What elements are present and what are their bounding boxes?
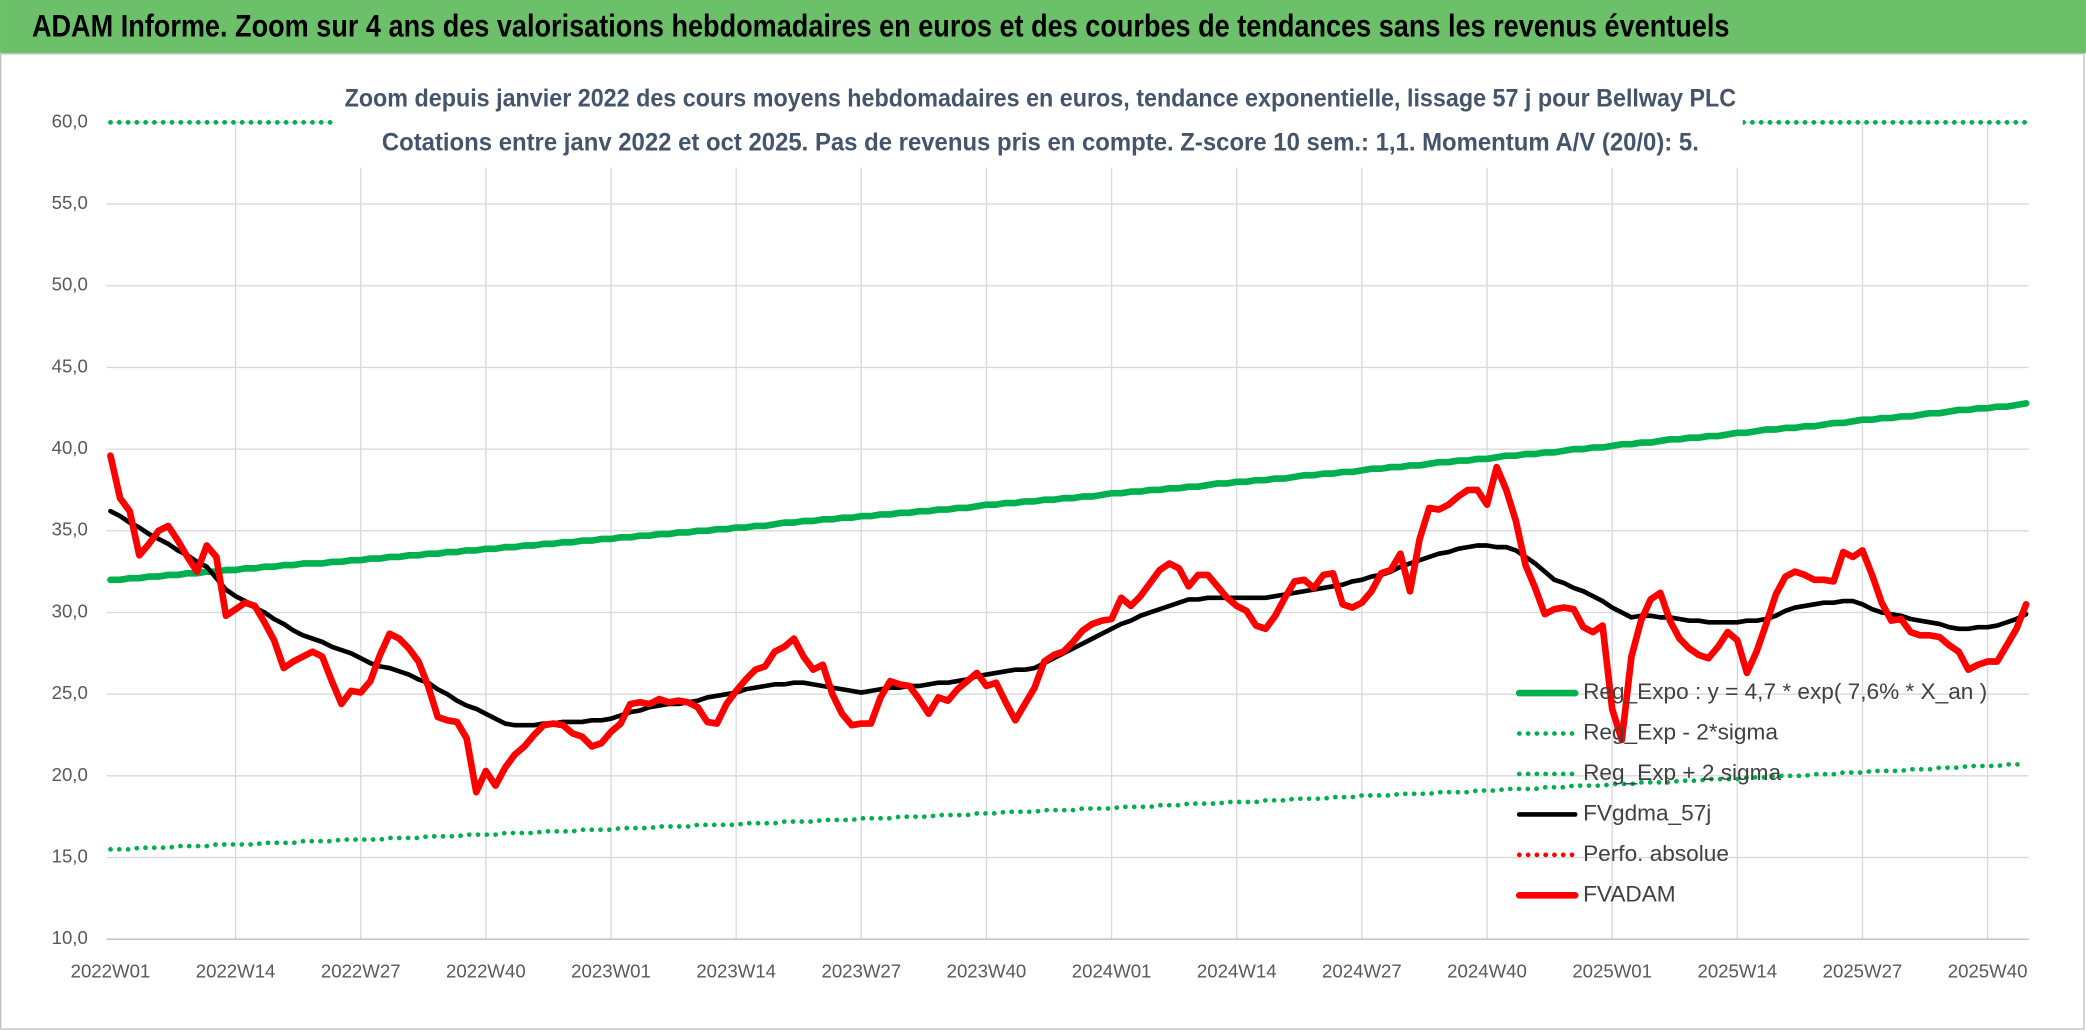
- x-tick-label: 2024W01: [1072, 960, 1152, 981]
- legend-label: Reg_Exp + 2 sigma: [1583, 760, 1781, 785]
- subtitle-background: [335, 77, 1743, 168]
- x-tick-label: 2023W27: [821, 960, 901, 981]
- legend-label: FVgdma_57j: [1583, 800, 1711, 825]
- y-tick-label: 50,0: [52, 274, 88, 295]
- x-tick-label: 2022W27: [321, 960, 401, 981]
- y-tick-label: 30,0: [52, 600, 88, 621]
- legend: Reg_Expo : y = 4,7 * exp( 7,6% * X_an ) R…: [1515, 679, 1987, 906]
- subtitle-line: Zoom depuis janvier 2022 des cours moyen…: [345, 84, 1737, 112]
- plot-area: 10,0 15,0 20,0 25,0 30,0 35,0 40,0 45,0 50,0 55,0…: [52, 110, 2030, 981]
- y-tick-label: 10,0: [52, 927, 88, 948]
- x-tick-label: 2024W40: [1447, 960, 1527, 981]
- x-tick-label: 2023W01: [571, 960, 651, 981]
- x-tick-label: 2022W40: [446, 960, 526, 981]
- legend-label: Perfo. absolue: [1583, 841, 1729, 866]
- subtitle-line: Cotations entre janv 2022 et oct 2025. P…: [382, 128, 1699, 156]
- x-tick-label: 2025W01: [1572, 960, 1652, 981]
- y-tick-label: 35,0: [52, 519, 88, 540]
- y-tick-label: 15,0: [52, 845, 88, 866]
- x-tick-label: 2025W14: [1697, 960, 1777, 981]
- y-tick-label: 40,0: [52, 437, 88, 458]
- y-tick-label: 55,0: [52, 192, 88, 213]
- series-line: [107, 452, 2030, 796]
- x-tick-label: 2023W14: [696, 960, 776, 981]
- header-bar: [0, 0, 2086, 54]
- y-tick-label: 20,0: [52, 764, 88, 785]
- x-tick-label: 2023W40: [947, 960, 1027, 981]
- y-tick-label: 60,0: [52, 110, 88, 131]
- legend-label: Reg_Exp - 2*sigma: [1583, 720, 1778, 745]
- legend-label: FVADAM: [1583, 881, 1676, 906]
- x-tick-label: 2022W14: [196, 960, 276, 981]
- series-line: [107, 400, 2030, 584]
- x-tick-label: 2024W14: [1197, 960, 1277, 981]
- header-title: ADAM Informe. Zoom sur 4 ans des valoris…: [32, 7, 1729, 43]
- x-tick-label: 2025W27: [1823, 960, 1903, 981]
- y-tick-label: 45,0: [52, 355, 88, 376]
- legend-label: Reg_Expo : y = 4,7 * exp( 7,6% * X_an ): [1583, 679, 1987, 704]
- y-tick-label: 25,0: [52, 682, 88, 703]
- chart-frame: [0, 53, 2085, 1030]
- x-tick-label: 2024W27: [1322, 960, 1402, 981]
- x-tick-label: 2022W01: [71, 960, 151, 981]
- x-tick-label: 2025W40: [1948, 960, 2028, 981]
